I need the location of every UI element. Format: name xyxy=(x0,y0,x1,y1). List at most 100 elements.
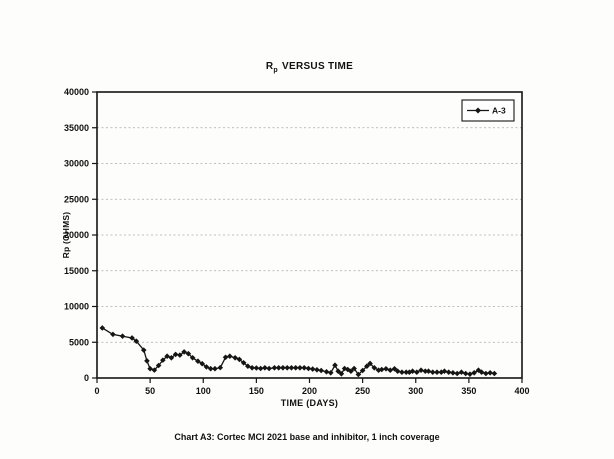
data-point-marker xyxy=(185,350,192,357)
y-tick-label: 25000 xyxy=(64,194,89,204)
data-point-marker xyxy=(355,371,362,378)
data-point-marker xyxy=(199,360,205,367)
data-point-marker xyxy=(471,369,477,376)
figure-caption: Chart A3: Cortec MCI 2021 base and inhib… xyxy=(174,432,440,442)
data-point-marker xyxy=(301,364,307,371)
data-point-marker xyxy=(275,364,282,371)
data-point-marker xyxy=(212,365,218,372)
y-tick-label: 35000 xyxy=(64,123,89,133)
y-tick-label: 5000 xyxy=(69,337,89,347)
data-point-marker xyxy=(394,368,401,375)
x-tick-label: 150 xyxy=(249,386,264,396)
data-point-marker xyxy=(147,365,153,372)
data-point-marker xyxy=(344,366,351,373)
data-point-marker xyxy=(378,366,385,373)
x-tick-label: 0 xyxy=(94,386,99,396)
data-point-marker xyxy=(314,366,320,373)
data-point-marker xyxy=(288,364,295,371)
data-point-marker xyxy=(253,365,260,371)
data-point-marker xyxy=(434,369,440,376)
data-point-marker xyxy=(240,359,247,366)
data-point-marker xyxy=(227,353,233,359)
data-point-marker xyxy=(232,354,238,361)
data-point-marker xyxy=(207,365,214,372)
data-point-marker xyxy=(271,364,278,371)
data-point-marker xyxy=(177,352,183,358)
data-point-marker xyxy=(151,367,158,373)
legend-label: A-3 xyxy=(492,106,506,116)
data-point-marker xyxy=(387,367,394,374)
data-point-marker xyxy=(450,369,456,376)
data-point-marker xyxy=(262,364,268,371)
data-point-marker xyxy=(375,367,382,374)
data-point-marker xyxy=(487,369,493,376)
data-point-marker xyxy=(249,364,255,371)
chart-title-subscript: p xyxy=(273,67,278,74)
data-point-marker xyxy=(140,347,147,353)
chart-title-rest: VERSUS TIME xyxy=(282,61,354,72)
y-tick-label: 0 xyxy=(84,373,89,383)
data-point-marker xyxy=(351,365,357,372)
data-point-marker xyxy=(458,369,465,376)
data-point-marker xyxy=(222,354,229,361)
data-point-marker xyxy=(441,368,448,375)
data-point-marker xyxy=(110,331,116,338)
data-point-marker xyxy=(364,363,370,370)
x-tick-label: 100 xyxy=(196,386,211,396)
data-point-marker xyxy=(203,364,210,370)
data-point-marker xyxy=(323,368,330,375)
data-point-marker xyxy=(383,365,389,372)
data-point-marker xyxy=(129,335,135,341)
x-tick-label: 300 xyxy=(408,386,423,396)
data-point-marker xyxy=(425,368,432,375)
data-point-marker xyxy=(332,362,338,369)
data-point-marker xyxy=(467,371,473,377)
x-tick-label: 400 xyxy=(514,386,529,396)
data-point-marker xyxy=(160,357,166,363)
data-point-marker xyxy=(414,369,420,376)
data-point-marker xyxy=(280,364,286,371)
data-point-marker xyxy=(338,370,345,377)
data-point-marker xyxy=(478,369,485,376)
y-tick-label: 15000 xyxy=(64,266,89,276)
data-point-marker xyxy=(335,368,341,375)
data-point-marker xyxy=(284,364,290,371)
data-point-marker xyxy=(292,364,299,371)
x-tick-label: 200 xyxy=(302,386,317,396)
data-point-marker xyxy=(119,333,126,339)
data-point-marker xyxy=(133,338,140,344)
data-point-marker xyxy=(164,353,170,359)
x-axis-label: TIME (DAYS) xyxy=(280,398,339,408)
data-point-marker xyxy=(245,363,251,370)
data-point-marker xyxy=(483,370,489,377)
x-tick-label: 250 xyxy=(355,386,370,396)
data-point-marker xyxy=(189,354,196,361)
data-point-marker xyxy=(168,354,175,361)
data-point-marker xyxy=(217,364,224,371)
y-tick-label: 40000 xyxy=(64,87,89,97)
data-point-marker xyxy=(403,369,409,376)
y-tick-label: 10000 xyxy=(64,302,89,312)
data-point-marker xyxy=(348,368,354,375)
data-point-marker xyxy=(144,358,150,364)
x-tick-label: 50 xyxy=(145,386,155,396)
chart-title-main: R xyxy=(265,61,274,72)
y-tick-label: 20000 xyxy=(64,230,89,240)
legend-diamond-icon xyxy=(475,107,481,114)
data-point-marker xyxy=(99,325,106,331)
data-point-marker xyxy=(257,365,264,372)
data-point-marker xyxy=(422,368,429,375)
data-point-marker xyxy=(418,367,424,374)
data-point-marker xyxy=(491,370,498,377)
data-point-marker xyxy=(327,369,334,376)
data-point-marker xyxy=(297,364,303,371)
chart-title: Rp VERSUS TIME xyxy=(97,61,522,74)
data-point-marker xyxy=(181,349,187,355)
data-point-marker xyxy=(429,369,436,376)
data-point-marker xyxy=(391,365,398,372)
data-point-marker xyxy=(155,362,162,369)
data-point-marker xyxy=(454,370,460,377)
data-point-marker xyxy=(445,369,452,376)
